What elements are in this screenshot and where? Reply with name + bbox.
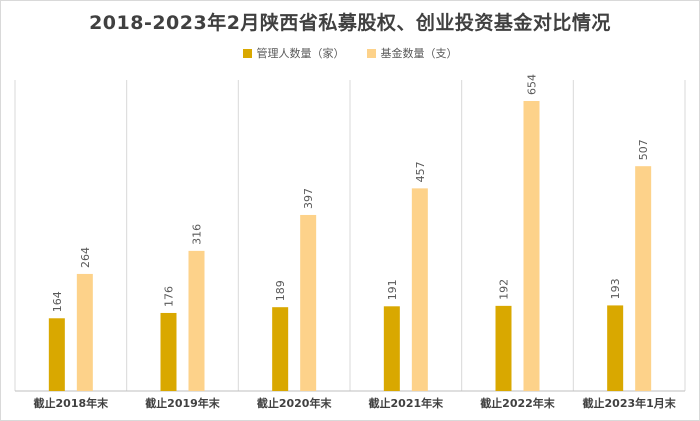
data-label: 654 xyxy=(526,74,539,95)
legend-label-managers: 管理人数量（家） xyxy=(256,47,345,60)
data-label: 397 xyxy=(302,188,315,209)
legend-swatch-funds xyxy=(366,48,376,58)
data-label: 164 xyxy=(51,291,64,312)
data-label: 264 xyxy=(79,247,92,268)
x-tick-label: 截止2018年末 xyxy=(34,396,110,410)
legend-label-funds: 基金数量（支） xyxy=(380,47,458,60)
data-label: 191 xyxy=(386,279,399,300)
bar-managers xyxy=(383,306,400,391)
chart-title: 2018-2023年2月陕西省私募股权、创业投资基金对比情况 xyxy=(89,12,611,34)
bar-funds xyxy=(523,101,540,391)
bar-funds xyxy=(76,273,93,391)
x-tick-label: 截止2023年1月末 xyxy=(583,396,677,410)
bar-funds xyxy=(300,214,317,391)
bar-managers xyxy=(272,307,289,391)
legend: 管理人数量（家） 基金数量（支） xyxy=(0,45,700,61)
bar-managers xyxy=(607,305,624,391)
data-label: 192 xyxy=(498,279,511,300)
bar-managers xyxy=(48,318,65,391)
x-tick-label: 截止2020年末 xyxy=(257,396,333,410)
bar-managers xyxy=(160,312,177,391)
data-label: 457 xyxy=(414,161,427,182)
bar-managers xyxy=(495,305,512,391)
x-tick-label: 截止2021年末 xyxy=(369,396,445,410)
bar-funds xyxy=(188,250,205,391)
legend-item-managers: 管理人数量（家） xyxy=(242,45,345,61)
x-tick-label: 截止2019年末 xyxy=(145,396,221,410)
legend-swatch-managers xyxy=(242,48,252,58)
data-label: 176 xyxy=(163,286,176,307)
data-label: 316 xyxy=(191,224,204,245)
legend-item-funds: 基金数量（支） xyxy=(366,45,458,61)
data-label: 193 xyxy=(609,278,622,299)
bar-funds xyxy=(411,188,428,391)
x-tick-label: 截止2022年末 xyxy=(480,396,556,410)
data-label: 507 xyxy=(637,139,650,160)
data-label: 189 xyxy=(274,280,287,301)
bar-funds xyxy=(635,166,652,391)
